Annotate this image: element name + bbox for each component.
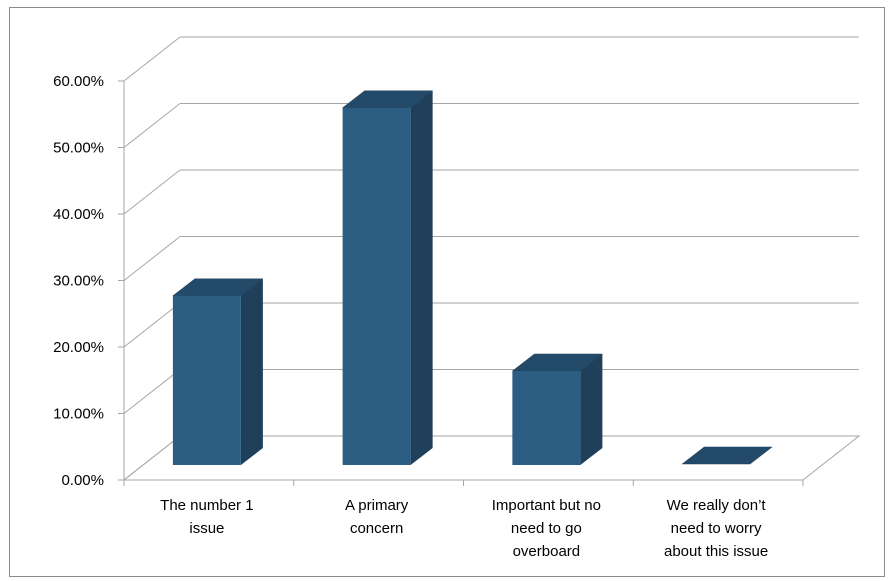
bar[interactable] (512, 371, 581, 465)
x-category-label: need to go (511, 520, 582, 537)
y-tick-label: 30.00% (53, 273, 104, 290)
y-tick-label: 20.00% (53, 339, 104, 356)
y-tick-label: 60.00% (53, 73, 104, 90)
y-tick-label: 0.00% (61, 472, 104, 489)
gridline-depth (123, 36, 181, 82)
bar-side[interactable] (410, 90, 433, 466)
x-category-label: We really don’t (667, 497, 767, 514)
chart-frame (9, 7, 885, 577)
chart-floor (122, 435, 861, 481)
bar-top[interactable] (681, 446, 773, 465)
x-category-label: about this issue (664, 543, 768, 560)
bar-side[interactable] (240, 278, 263, 465)
x-category-label: The number 1 (160, 497, 253, 514)
y-tick-label: 50.00% (53, 140, 104, 157)
gridline-depth (123, 302, 181, 348)
x-category-label: concern (350, 520, 403, 537)
gridline-depth (123, 236, 181, 281)
x-category-label: Important but no (492, 497, 601, 514)
y-tick-label: 40.00% (53, 206, 104, 223)
bar[interactable] (172, 295, 241, 465)
x-category-label: issue (189, 520, 224, 537)
x-category-label: A primary (345, 497, 409, 514)
gridline-depth (123, 369, 181, 414)
gridline-depth (123, 103, 181, 148)
gridline-depth (123, 169, 181, 215)
x-category-label: need to worry (671, 520, 762, 537)
x-category-label: overboard (513, 543, 581, 560)
bar-side[interactable] (580, 354, 603, 465)
y-tick-label: 10.00% (53, 406, 104, 423)
bar[interactable] (342, 107, 411, 466)
